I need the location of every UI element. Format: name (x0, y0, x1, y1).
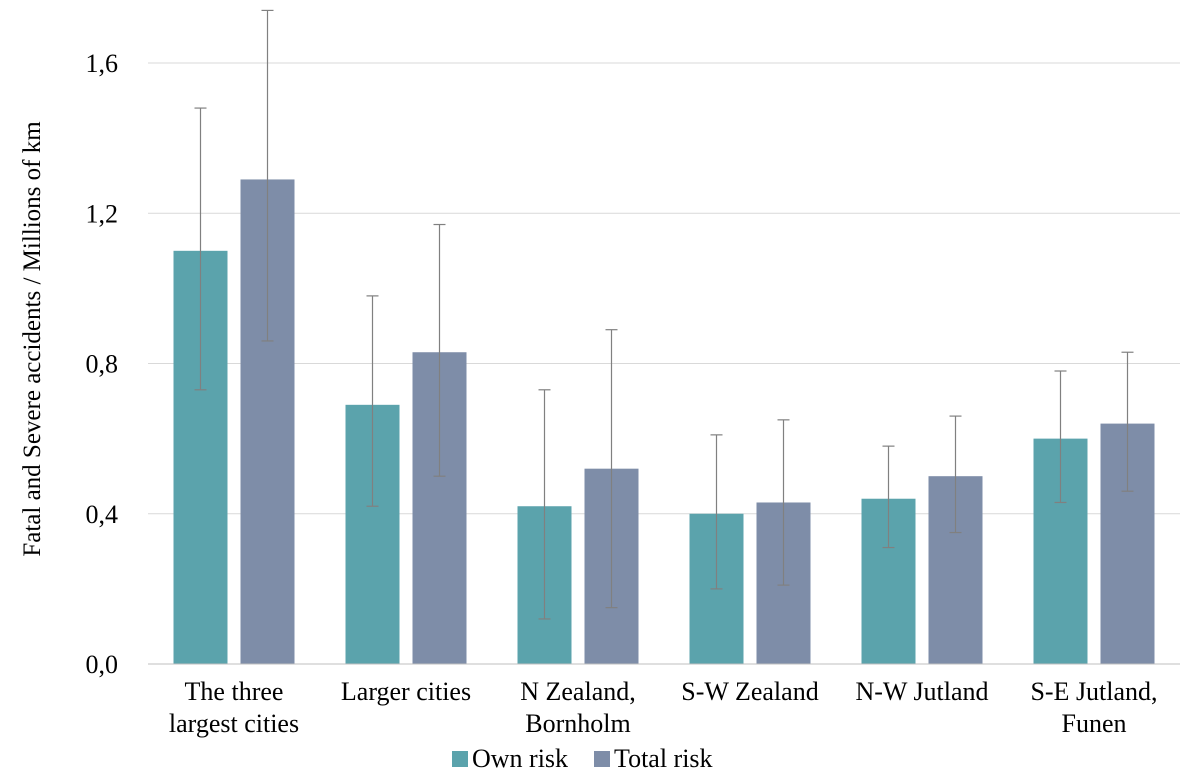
y-tick-label: 0,4 (86, 500, 119, 529)
x-category-label-line: The three (185, 677, 284, 706)
x-category-label: Larger cities (341, 677, 471, 706)
y-axis-ticks: 0,0 0,4 0,8 1,2 1,6 (86, 49, 119, 679)
x-category-label-line: Larger cities (341, 677, 471, 706)
x-category-label: The three largest cities (169, 677, 299, 738)
legend-label: Own risk (472, 744, 568, 773)
x-category-label-line: Bornholm (525, 709, 630, 738)
x-category-label-line: N Zealand, (520, 677, 636, 706)
x-category-label: N-W Jutland (855, 677, 988, 706)
x-category-label-line: largest cities (169, 709, 299, 738)
bars (173, 179, 1155, 664)
x-category-label-line: N-W Jutland (855, 677, 988, 706)
x-category-label-line: Funen (1062, 709, 1127, 738)
legend: Own risk Total risk (452, 744, 713, 773)
x-axis-categories: The three largest cities Larger cities N Ze… (169, 677, 1158, 738)
gridlines (148, 62, 1180, 515)
legend-swatch (452, 751, 468, 767)
x-category-label: S-E Jutland, Funen (1030, 677, 1157, 738)
x-category-label-line: S-W Zealand (681, 677, 818, 706)
error-bars (194, 9, 1134, 620)
y-axis-title: Fatal and Severe accidents / Millions of… (19, 121, 46, 557)
legend-label: Total risk (614, 744, 713, 773)
x-category-label-line: S-E Jutland, (1030, 677, 1157, 706)
x-category-label: N Zealand, Bornholm (520, 677, 636, 738)
y-tick-label: 1,2 (86, 199, 119, 228)
y-tick-label: 0,0 (86, 650, 119, 679)
y-tick-label: 0,8 (86, 350, 119, 379)
x-category-label: S-W Zealand (681, 677, 818, 706)
y-tick-label: 1,6 (86, 49, 119, 78)
legend-swatch (594, 751, 610, 767)
